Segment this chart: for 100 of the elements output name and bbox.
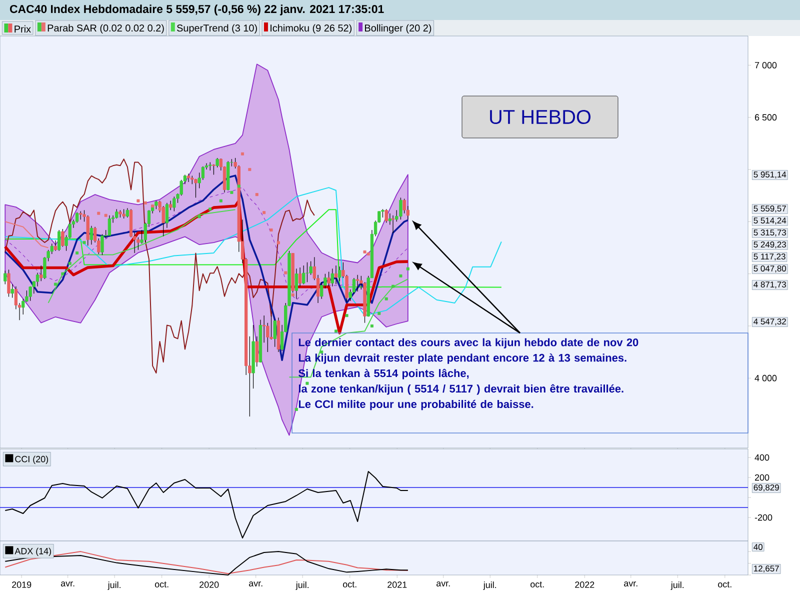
point — [208, 208, 212, 211]
point — [54, 282, 57, 286]
point — [61, 272, 64, 276]
line-series — [4, 471, 408, 538]
legend-label: Parab SAR (0.02 0.02 0.2) — [48, 24, 164, 34]
candlestick — [330, 268, 334, 287]
text: 5 117,23 — [754, 254, 786, 260]
candlestick — [399, 197, 402, 220]
point — [291, 293, 294, 296]
point — [363, 250, 366, 254]
y-tick-label: 400 — [754, 454, 770, 461]
point — [104, 214, 108, 217]
line-series — [4, 221, 49, 248]
candlestick — [90, 226, 94, 245]
point — [399, 274, 402, 278]
point — [294, 408, 298, 411]
candlestick — [194, 178, 198, 198]
x-tick-label: 2020 — [200, 582, 219, 588]
candlestick — [108, 215, 112, 237]
candlestick — [36, 272, 40, 287]
candlestick — [122, 208, 126, 219]
text: 69,829 — [754, 484, 779, 492]
candlestick — [391, 215, 395, 234]
point — [306, 382, 309, 385]
point — [270, 228, 273, 232]
point — [378, 312, 381, 315]
point — [406, 267, 410, 270]
candlestick — [356, 274, 360, 292]
text: CCI (20) — [15, 456, 48, 464]
candlestick — [165, 202, 169, 228]
candlestick — [273, 319, 276, 348]
x-tick-label: 2022 — [575, 582, 594, 588]
x-tick-label: juil. — [483, 582, 496, 590]
x-tick-label: 2021 — [388, 582, 407, 588]
line-series — [4, 209, 502, 288]
text: 12,657 — [754, 566, 779, 572]
candlestick — [294, 268, 298, 300]
x-tick-label: oct. — [718, 582, 732, 588]
x-tick-label: avr. — [436, 582, 450, 586]
point — [230, 190, 234, 194]
chart-title: ADX (14) — [14, 548, 52, 556]
candlestick — [7, 269, 10, 298]
text: 5 559,57 — [754, 206, 786, 212]
candlestick — [338, 266, 342, 282]
text: 4 547,32 — [754, 318, 786, 326]
point — [144, 201, 147, 204]
legend-label: Prix — [14, 25, 31, 32]
text: 5 514,24 — [754, 218, 786, 224]
line-series — [4, 187, 502, 316]
chart-title: CAC40 Index Hebdomadaire 5 559,57 (-0,56 %) 22 janv. 2021 17:35:01 — [10, 4, 384, 16]
x-tick-label: juil. — [108, 582, 120, 590]
point — [392, 284, 395, 288]
x-tick-label: oct. — [154, 582, 168, 588]
y-tick-label: -200 — [754, 514, 772, 521]
annotation: Le CCI milite pour une probabilité de baisse. — [298, 400, 534, 410]
point — [276, 241, 280, 244]
point — [370, 324, 374, 328]
candlestick — [352, 278, 356, 294]
candlestick — [216, 158, 219, 168]
point — [158, 208, 162, 211]
candlestick — [168, 200, 172, 210]
point — [136, 199, 140, 202]
candlestick — [327, 271, 330, 287]
point — [198, 215, 201, 218]
text: 40 — [754, 544, 762, 550]
candlestick — [384, 208, 388, 223]
candlestick — [100, 234, 104, 256]
candlestick — [298, 267, 302, 287]
point — [68, 262, 72, 265]
y-tick-label: 4 000 — [754, 374, 777, 382]
y-tick-label: 7 000 — [754, 62, 777, 68]
legend-label: SuperTrend (3 10) — [177, 24, 257, 34]
point — [240, 152, 244, 156]
y-tick-label: 200 — [754, 474, 770, 481]
point — [345, 314, 348, 318]
point — [384, 297, 388, 300]
candlestick — [61, 228, 64, 247]
candlestick — [58, 230, 61, 252]
point — [82, 241, 86, 244]
candlestick — [54, 240, 58, 252]
annotation: UT HEBDO — [490, 110, 591, 124]
x-tick-label: oct. — [530, 582, 544, 588]
point — [76, 251, 79, 254]
legend-label: Bollinger (20 2) — [365, 24, 432, 34]
point — [334, 330, 338, 333]
x-tick-label: juil. — [296, 582, 309, 590]
text: 5 047,80 — [754, 266, 786, 272]
candlestick — [172, 196, 176, 212]
point — [151, 204, 154, 208]
candlestick — [126, 208, 129, 218]
y-tick-label: 6 500 — [754, 114, 777, 121]
text: 5 315,73 — [754, 230, 786, 236]
text: 4 871,73 — [754, 282, 786, 288]
point — [262, 211, 266, 214]
legend-label: Ichimoku (9 26 52) — [270, 24, 352, 34]
candlestick — [10, 284, 14, 298]
x-tick-label: avr. — [249, 582, 262, 586]
candlestick — [302, 265, 306, 285]
candlestick — [262, 315, 266, 343]
candlestick — [115, 208, 118, 219]
